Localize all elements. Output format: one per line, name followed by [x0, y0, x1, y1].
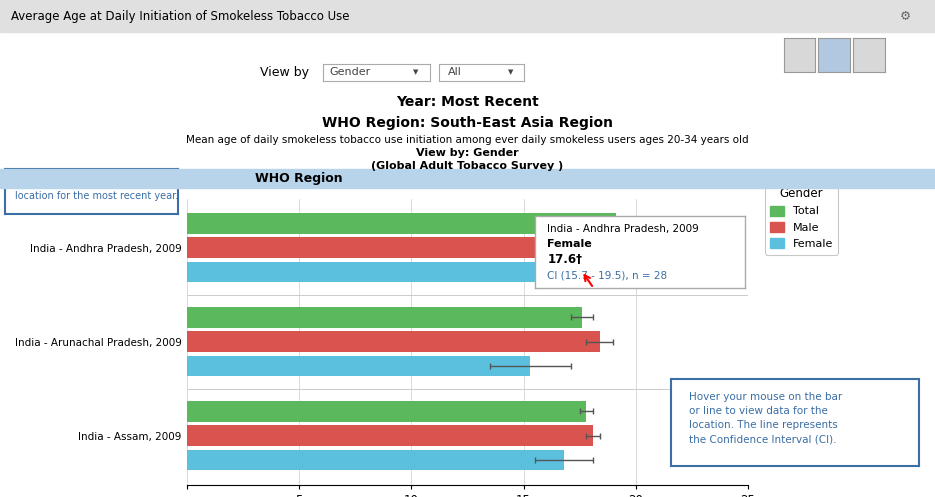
- Text: ⚙: ⚙: [899, 10, 911, 23]
- Text: 17.6†: 17.6†: [547, 253, 583, 266]
- Legend: Total, Male, Female: Total, Male, Female: [765, 181, 839, 254]
- Bar: [187, 331, 600, 352]
- Text: Hover your mouse on the bar
or line to view data for the
location. The line repr: Hover your mouse on the bar or line to v…: [689, 392, 842, 444]
- Bar: [187, 450, 564, 471]
- Text: All: All: [448, 67, 462, 77]
- Bar: [187, 238, 620, 258]
- Text: Mean age of daily smokeless tobacco use initiation among ever daily smokeless us: Mean age of daily smokeless tobacco use …: [186, 135, 749, 145]
- Text: Gender: Gender: [329, 67, 370, 77]
- Bar: [187, 356, 530, 376]
- Text: WHO Region: WHO Region: [255, 172, 343, 185]
- Text: ▼: ▼: [541, 175, 547, 181]
- Text: ▼: ▼: [413, 69, 419, 75]
- Text: Female: Female: [547, 239, 592, 248]
- Text: South-East Asia Region: South-East Asia Region: [390, 173, 511, 183]
- Text: (Global Adult Tobacco Survey ): (Global Adult Tobacco Survey ): [371, 161, 564, 170]
- Text: CI (15.7 - 19.5), n = 28: CI (15.7 - 19.5), n = 28: [547, 270, 668, 280]
- Text: ▼: ▼: [509, 69, 513, 75]
- Text: View by: View by: [260, 66, 309, 79]
- Text: View by: Gender: View by: Gender: [416, 148, 519, 158]
- Text: WHO Region: South-East Asia Region: WHO Region: South-East Asia Region: [322, 116, 613, 130]
- Text: India - Andhra Pradesh, 2009: India - Andhra Pradesh, 2009: [547, 224, 699, 234]
- Text: Stratified chart data is grouped by
location for the most recent year.: Stratified chart data is grouped by loca…: [15, 177, 183, 201]
- Bar: [187, 401, 586, 421]
- Text: Average Age at Daily Initiation of Smokeless Tobacco Use: Average Age at Daily Initiation of Smoke…: [11, 10, 350, 23]
- Bar: [187, 262, 582, 282]
- Bar: [187, 425, 593, 446]
- Bar: [187, 213, 615, 234]
- Text: Year: Most Recent: Year: Most Recent: [396, 95, 539, 109]
- Bar: [187, 307, 582, 328]
